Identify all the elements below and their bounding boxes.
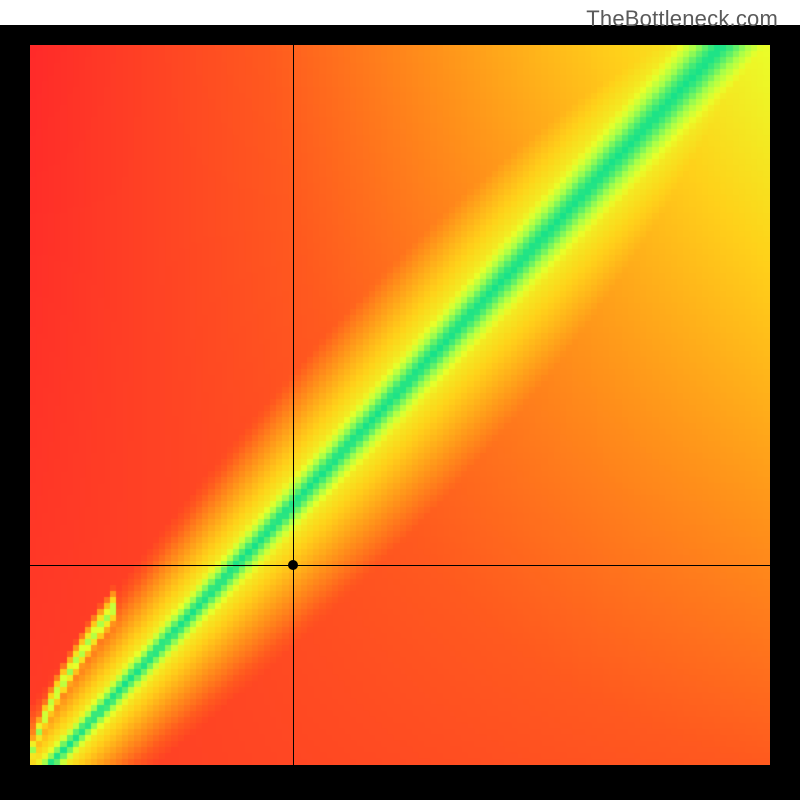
data-point-marker [288, 560, 298, 570]
crosshair-horizontal [30, 565, 770, 566]
plot-frame [0, 25, 800, 800]
crosshair-vertical [293, 45, 294, 765]
heatmap-canvas [30, 45, 770, 765]
watermark-text: TheBottleneck.com [586, 6, 778, 32]
